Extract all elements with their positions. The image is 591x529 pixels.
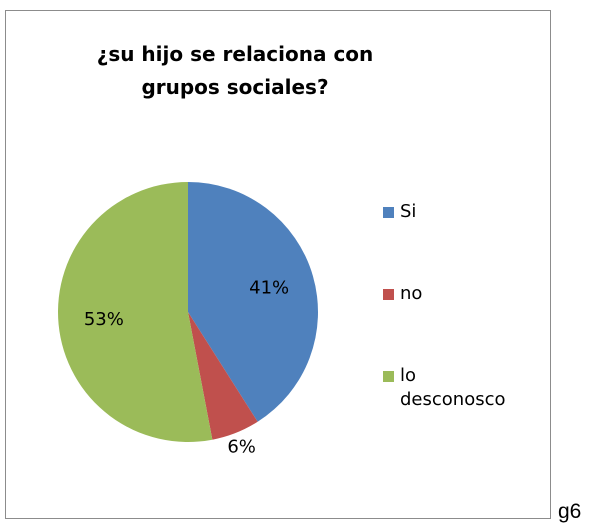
caption: g6: [558, 500, 582, 523]
legend-swatch: [383, 289, 394, 300]
data-label: 53%: [84, 309, 124, 330]
pie-slice: [188, 182, 319, 422]
pie-slice: [58, 182, 213, 442]
legend-label: lo desconosco: [400, 365, 506, 410]
legend-entry: no: [383, 282, 533, 306]
legend-entry: Si: [383, 200, 533, 224]
pie-slice: [188, 312, 258, 440]
legend-label: no: [400, 283, 423, 304]
chart-title: ¿su hijo se relaciona con grupos sociale…: [96, 42, 374, 99]
legend-swatch: [383, 371, 394, 382]
legend-swatch: [383, 207, 394, 218]
legend-entry: lo desconosco: [383, 364, 533, 412]
legend-label: Si: [400, 201, 417, 222]
chart-frame: [5, 10, 551, 519]
data-label: 41%: [249, 277, 289, 298]
data-label: 6%: [227, 436, 256, 457]
